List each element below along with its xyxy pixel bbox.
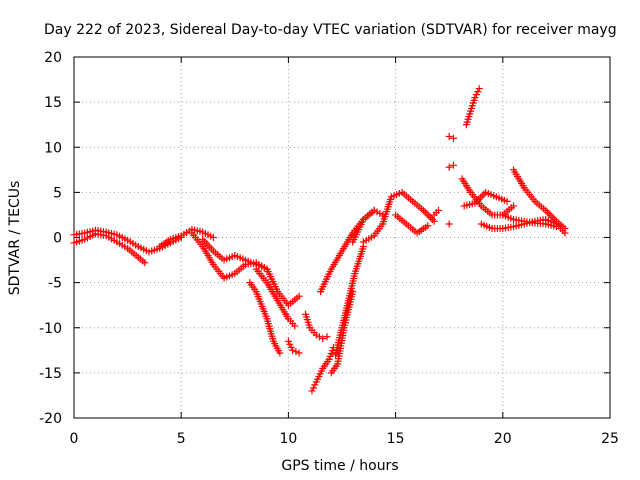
y-tick-label: -20: [39, 411, 62, 427]
y-tick-label: 10: [44, 140, 62, 156]
data-point: [429, 216, 436, 223]
series-arc-t: [446, 220, 453, 227]
data-point: [422, 209, 429, 216]
data-point: [544, 209, 551, 216]
data-point: [296, 350, 303, 357]
y-tick-label: 5: [53, 185, 62, 201]
x-axis-label: GPS time / hours: [281, 458, 398, 474]
data-point: [446, 133, 453, 140]
series-arc-k: [317, 207, 378, 295]
x-tick-label: 10: [279, 431, 297, 447]
data-point: [292, 348, 299, 355]
x-tick-labels: 0 5 10 15 20 25: [70, 431, 619, 447]
y-tick-label: 15: [44, 95, 62, 111]
grid-lines: [74, 57, 610, 418]
series-arc-i: [302, 311, 330, 342]
y-axis-label: SDTVAR / TECUs: [7, 181, 23, 296]
y-tick-label: 20: [44, 50, 62, 66]
data-point: [480, 191, 487, 198]
data-point: [431, 218, 438, 225]
data-point: [446, 164, 453, 171]
y-tick-label: -15: [39, 366, 62, 382]
y-tick-label: 0: [53, 231, 62, 247]
data-point: [450, 162, 457, 169]
data-point: [546, 211, 553, 218]
series-arc-r: [446, 133, 457, 142]
series-arc-s: [446, 162, 457, 171]
data-point: [319, 335, 326, 342]
data-point: [450, 135, 457, 142]
series-arc-h: [285, 338, 303, 357]
x-tick-label: 15: [387, 431, 405, 447]
x-tick-label: 25: [601, 431, 619, 447]
data-point: [446, 220, 453, 227]
y-tick-labels: -20 -15 -10 -5 0 5 10 15 20: [39, 50, 62, 427]
data-markers: [71, 85, 569, 394]
y-tick-label: -10: [39, 321, 62, 337]
y-tick-label: -5: [48, 276, 62, 292]
chart-title: Day 222 of 2023, Sidereal Day-to-day VTE…: [44, 22, 617, 38]
series-arc-u: [463, 85, 483, 128]
data-point: [424, 211, 431, 218]
data-point: [323, 333, 330, 340]
sdtvar-chart: Day 222 of 2023, Sidereal Day-to-day VTE…: [0, 0, 640, 480]
data-point: [425, 212, 432, 219]
x-tick-label: 20: [494, 431, 512, 447]
x-tick-label: 0: [70, 431, 79, 447]
series-arc-e: [199, 236, 302, 309]
x-tick-label: 5: [177, 431, 186, 447]
data-point: [316, 333, 323, 340]
data-point: [479, 192, 486, 199]
